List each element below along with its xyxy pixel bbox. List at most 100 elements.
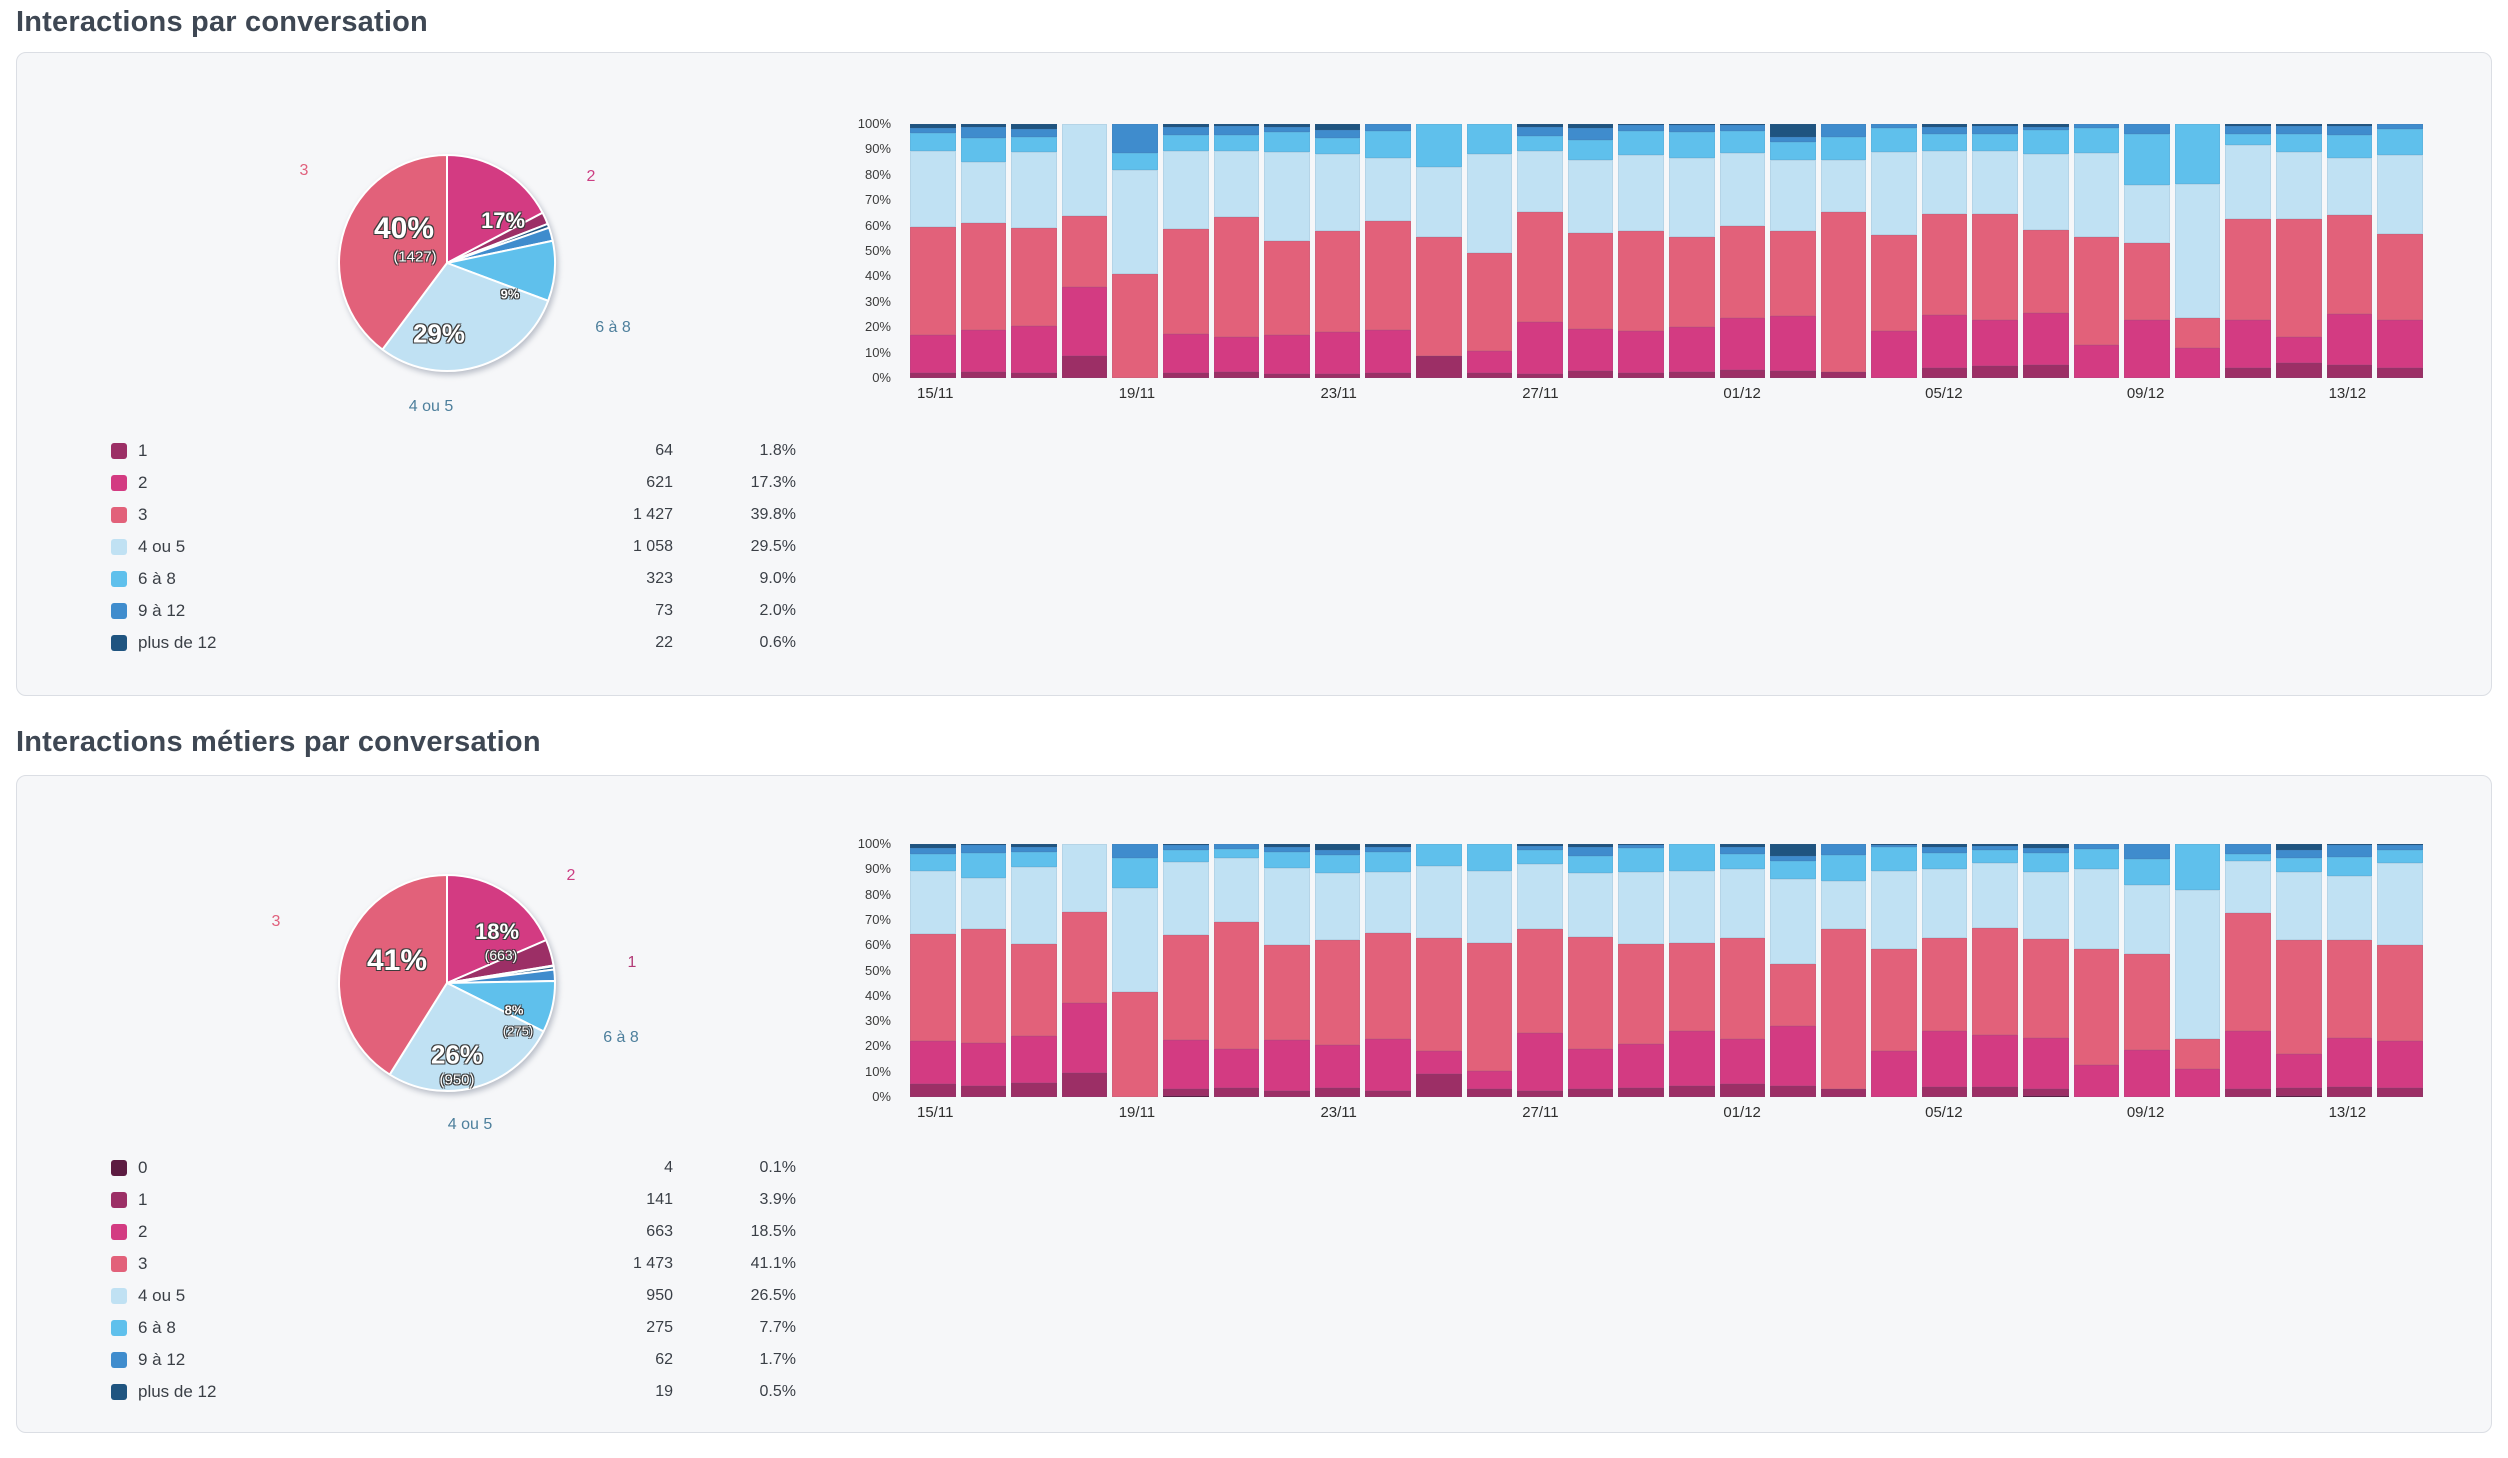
bar-segment-9 à 12[interactable] [960, 126, 1007, 138]
bar-segment-3[interactable] [1618, 230, 1664, 331]
bar-segment-6 à 8[interactable] [1770, 860, 1816, 880]
bar-segment-4 ou 5[interactable] [2174, 889, 2221, 1040]
bar-segment-2[interactable] [1264, 335, 1310, 374]
bar-segment-3[interactable] [1264, 945, 1310, 1041]
pie-slice-3[interactable] [337, 874, 448, 1076]
bar-segment-6 à 8[interactable] [1921, 852, 1968, 870]
bar-segment-1[interactable] [1314, 374, 1361, 378]
bar-segment-1[interactable] [2326, 364, 2373, 378]
bar-segment-6 à 8[interactable] [1668, 131, 1715, 159]
bar-segment-4 ou 5[interactable] [910, 870, 956, 934]
bar-segment-plus de 12[interactable] [1011, 124, 1057, 130]
legend-row[interactable]: 9 à 12 73 2.0% [17, 595, 837, 627]
bar-segment-plus de 12[interactable] [2023, 844, 2069, 848]
bar-segment-1[interactable] [2276, 363, 2322, 378]
bar-segment-6 à 8[interactable] [1517, 135, 1563, 152]
stacked-bar-12/12[interactable] [2276, 124, 2322, 378]
bar-segment-3[interactable] [1415, 237, 1462, 357]
bar-segment-4 ou 5[interactable] [2326, 158, 2373, 216]
bar-segment-plus de 12[interactable] [910, 124, 956, 128]
bar-segment-plus de 12[interactable] [2377, 844, 2423, 846]
bar-segment-plus de 12[interactable] [1921, 124, 1968, 127]
bar-segment-2[interactable] [1314, 1045, 1361, 1089]
bar-segment-3[interactable] [1466, 252, 1513, 352]
stacked-bar-05/12[interactable] [1921, 844, 1968, 1097]
bar-segment-3[interactable] [1719, 937, 1766, 1040]
bar-segment-3[interactable] [2276, 940, 2322, 1055]
bar-segment-4 ou 5[interactable] [1365, 158, 1411, 222]
bar-segment-1[interactable] [1770, 370, 1816, 378]
bar-segment-3[interactable] [1011, 943, 1057, 1037]
bar-segment-2[interactable] [1011, 1036, 1057, 1084]
bar-segment-2[interactable] [2225, 1031, 2272, 1090]
bar-segment-3[interactable] [960, 223, 1007, 330]
bar-segment-9 à 12[interactable] [2124, 124, 2170, 134]
bar-segment-4 ou 5[interactable] [1618, 155, 1664, 231]
bar-segment-4 ou 5[interactable] [1668, 158, 1715, 238]
bar-segment-2[interactable] [960, 1042, 1007, 1086]
bar-segment-4 ou 5[interactable] [2276, 871, 2322, 941]
bar-segment-3[interactable] [910, 226, 956, 335]
bar-segment-6 à 8[interactable] [1415, 844, 1462, 866]
bar-segment-2[interactable] [2023, 1037, 2069, 1090]
bar-segment-1[interactable] [1415, 1074, 1462, 1097]
bar-segment-3[interactable] [1820, 929, 1867, 1090]
bar-segment-3[interactable] [1112, 273, 1158, 378]
stacked-bar-21/11[interactable] [1213, 844, 1260, 1097]
stacked-bar-08/12[interactable] [2073, 124, 2120, 378]
bar-segment-2[interactable] [960, 329, 1007, 372]
bar-segment-6 à 8[interactable] [2124, 133, 2170, 186]
bar-segment-9 à 12[interactable] [1213, 844, 1260, 850]
bar-segment-plus de 12[interactable] [1264, 844, 1310, 848]
bar-segment-3[interactable] [2023, 230, 2069, 314]
bar-segment-1[interactable] [2377, 1088, 2423, 1097]
stacked-bar-19/11[interactable] [1112, 124, 1158, 378]
bar-segment-6 à 8[interactable] [2377, 850, 2423, 864]
bar-segment-2[interactable] [1162, 1040, 1209, 1090]
bar-segment-9 à 12[interactable] [1972, 125, 2019, 134]
bar-segment-2[interactable] [2326, 314, 2373, 365]
legend-row[interactable]: 1 141 3.9% [17, 1184, 837, 1216]
bar-segment-9 à 12[interactable] [2124, 844, 2170, 860]
bar-segment-4 ou 5[interactable] [1820, 159, 1867, 212]
bar-segment-4 ou 5[interactable] [2023, 154, 2069, 231]
bar-segment-4 ou 5[interactable] [1921, 869, 1968, 938]
bar-segment-1[interactable] [1719, 1084, 1766, 1097]
bar-segment-4 ou 5[interactable] [1770, 879, 1816, 965]
legend-row[interactable]: plus de 12 19 0.5% [17, 1376, 837, 1408]
bar-segment-1[interactable] [910, 372, 956, 378]
legend-row[interactable]: 4 ou 5 950 26.5% [17, 1280, 837, 1312]
bar-segment-9 à 12[interactable] [1213, 125, 1260, 135]
stacked-bar-14/12[interactable] [2377, 124, 2423, 378]
bar-segment-1[interactable] [1820, 371, 1867, 378]
bar-segment-6 à 8[interactable] [1112, 153, 1158, 170]
bar-segment-4 ou 5[interactable] [1162, 861, 1209, 936]
bar-segment-2[interactable] [1770, 1025, 1816, 1087]
bar-segment-9 à 12[interactable] [1264, 847, 1310, 852]
bar-segment-4 ou 5[interactable] [1314, 873, 1361, 941]
bar-segment-plus de 12[interactable] [1719, 124, 1766, 126]
stacked-bar-04/12[interactable] [1871, 124, 1917, 378]
bar-segment-2[interactable] [1668, 327, 1715, 372]
bar-segment-1[interactable] [1719, 369, 1766, 378]
bar-segment-4 ou 5[interactable] [960, 878, 1007, 929]
bar-segment-3[interactable] [2174, 1039, 2221, 1070]
bar-segment-1[interactable] [2023, 364, 2069, 378]
bar-segment-2[interactable] [910, 1041, 956, 1085]
stacked-bar-26/11[interactable] [1466, 124, 1513, 378]
bar-segment-4 ou 5[interactable] [1567, 159, 1614, 233]
bar-segment-9 à 12[interactable] [1871, 124, 1917, 129]
bar-segment-1[interactable] [960, 371, 1007, 378]
bar-segment-3[interactable] [1213, 922, 1260, 1049]
bar-segment-2[interactable] [2073, 1065, 2120, 1097]
bar-segment-6 à 8[interactable] [1972, 133, 2019, 152]
bar-segment-1[interactable] [1921, 368, 1968, 378]
bar-segment-plus de 12[interactable] [960, 124, 1007, 127]
stacked-bar-04/12[interactable] [1871, 844, 1917, 1097]
bar-segment-plus de 12[interactable] [1719, 844, 1766, 847]
bar-segment-2[interactable] [1668, 1031, 1715, 1087]
bar-segment-2[interactable] [1011, 325, 1057, 373]
bar-segment-9 à 12[interactable] [1618, 125, 1664, 132]
bar-segment-2[interactable] [1567, 1049, 1614, 1090]
bar-segment-3[interactable] [1314, 231, 1361, 332]
